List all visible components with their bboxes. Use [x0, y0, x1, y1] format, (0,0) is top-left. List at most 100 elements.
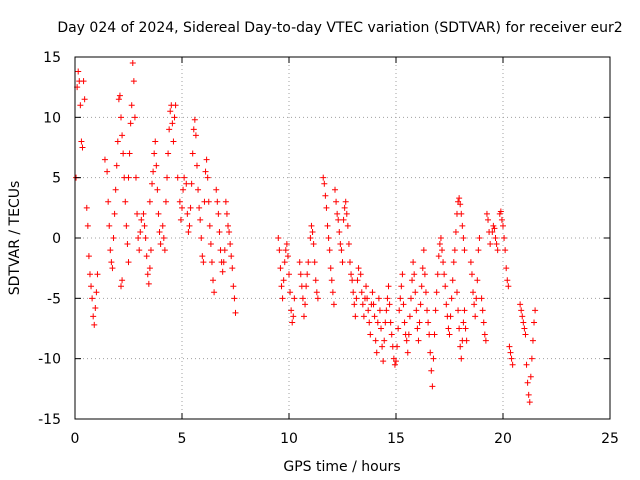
data-point: [366, 319, 373, 326]
y-axis-label: SDTVAR / TECUs: [7, 181, 23, 296]
data-point: [524, 379, 531, 386]
data-point: [394, 343, 401, 350]
data-point: [526, 399, 533, 406]
data-point: [357, 271, 364, 278]
data-point: [313, 289, 320, 296]
data-point: [379, 343, 386, 350]
data-point: [85, 253, 92, 260]
data-point: [186, 222, 193, 229]
data-point: [435, 253, 442, 260]
data-point: [445, 325, 452, 332]
data-point: [458, 355, 465, 362]
data-point: [288, 307, 295, 314]
data-point: [159, 222, 166, 229]
data-point: [146, 198, 153, 205]
data-point: [352, 313, 359, 320]
data-point: [287, 289, 294, 296]
data-point: [351, 301, 358, 308]
data-point: [412, 289, 419, 296]
data-point: [531, 319, 538, 326]
data-point: [171, 114, 178, 121]
data-point: [428, 367, 435, 374]
data-point: [214, 198, 221, 205]
data-point: [147, 247, 154, 254]
data-point: [391, 361, 398, 368]
data-point: [200, 259, 207, 266]
data-point: [500, 222, 506, 229]
data-point: [504, 277, 511, 284]
data-point: [126, 150, 133, 157]
data-point: [190, 126, 197, 133]
data-point: [459, 222, 466, 229]
data-point: [448, 295, 455, 302]
data-point: [386, 301, 393, 308]
data-point: [137, 228, 144, 235]
data-point: [475, 247, 482, 254]
data-point: [304, 271, 311, 278]
data-point: [336, 228, 343, 235]
data-point: [281, 259, 288, 266]
data-point: [474, 277, 481, 284]
data-point: [226, 228, 233, 235]
data-point: [439, 247, 446, 254]
data-point: [398, 283, 405, 290]
data-point: [185, 228, 192, 235]
data-point: [144, 271, 151, 278]
data-point: [369, 289, 376, 296]
data-point: [481, 331, 488, 338]
data-point: [325, 235, 332, 241]
data-point: [305, 259, 312, 266]
data-point: [457, 343, 464, 350]
data-point: [397, 295, 404, 302]
data-point: [413, 307, 420, 314]
data-point: [409, 277, 416, 284]
grid-lines: [75, 57, 610, 419]
data-point: [403, 337, 410, 344]
data-point: [308, 222, 315, 229]
data-point: [75, 68, 82, 75]
data-point: [450, 259, 457, 266]
data-point: [149, 180, 156, 187]
data-point: [84, 222, 91, 229]
data-point: [153, 162, 160, 169]
data-point: [506, 343, 513, 350]
chart-title: Day 024 of 2024, Sidereal Day-to-day VTE…: [57, 20, 622, 36]
data-point: [344, 222, 351, 229]
data-point: [124, 241, 131, 248]
data-point: [291, 295, 298, 302]
data-point: [204, 174, 211, 181]
y-tick-label: -15: [38, 412, 61, 428]
data-point: [160, 235, 167, 241]
data-point: [335, 216, 342, 223]
data-point: [503, 265, 510, 272]
data-point: [363, 283, 370, 290]
data-point: [179, 204, 185, 211]
data-point: [378, 325, 385, 332]
data-point: [310, 241, 317, 248]
data-point: [456, 325, 463, 332]
data-point: [275, 235, 282, 241]
data-point: [216, 228, 223, 235]
data-point: [422, 289, 429, 296]
data-point: [337, 241, 344, 248]
data-point: [131, 114, 138, 121]
data-point: [431, 331, 438, 338]
data-point: [142, 235, 149, 241]
data-point: [501, 235, 508, 241]
data-point: [172, 102, 179, 109]
data-point: [215, 210, 222, 217]
data-point: [303, 283, 310, 290]
data-point: [449, 277, 456, 284]
data-point: [416, 319, 423, 326]
data-point: [88, 283, 95, 290]
data-point: [476, 235, 483, 241]
data-point: [225, 222, 232, 229]
data-point: [380, 358, 387, 365]
data-point: [436, 241, 443, 248]
data-point: [206, 222, 213, 229]
data-point: [451, 247, 458, 254]
data-point: [125, 259, 132, 266]
data-point: [199, 253, 206, 260]
data-point: [399, 271, 406, 278]
data-point: [523, 361, 530, 368]
